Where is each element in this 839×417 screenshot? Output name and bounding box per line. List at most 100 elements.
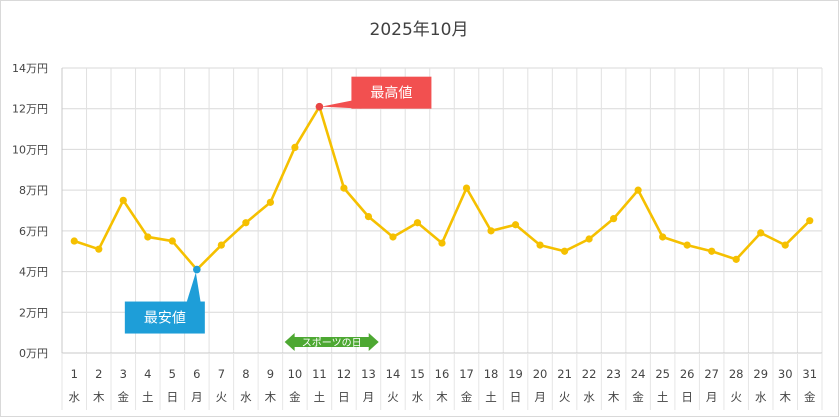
data-point	[585, 235, 593, 243]
x-tick-weekday: 日	[510, 390, 522, 404]
x-tick-weekday: 木	[265, 390, 277, 404]
x-tick-weekday: 月	[363, 390, 375, 404]
holiday-marker: スポーツの日	[284, 333, 379, 351]
data-point	[340, 184, 348, 192]
data-point	[683, 241, 691, 249]
data-point	[144, 233, 152, 241]
x-tick-day: 19	[508, 367, 523, 381]
x-tick-day: 27	[704, 367, 719, 381]
x-tick-weekday: 木	[779, 390, 791, 404]
x-tick-weekday: 日	[681, 390, 693, 404]
data-point	[536, 241, 544, 249]
x-tick-weekday: 火	[730, 390, 742, 404]
x-tick-day: 13	[361, 367, 376, 381]
y-tick-label: 0万円	[19, 347, 48, 360]
y-tick-label: 4万円	[19, 266, 48, 279]
x-tick-day: 21	[557, 367, 572, 381]
x-tick-day: 30	[778, 367, 793, 381]
data-point	[413, 219, 422, 227]
x-tick-weekday: 日	[167, 390, 179, 404]
x-tick-weekday: 月	[706, 390, 718, 404]
callout-box	[124, 301, 205, 334]
x-tick-weekday: 火	[216, 390, 228, 404]
data-point	[781, 241, 789, 249]
y-axis-ticks: 0万円 2万円 4万円 6万円 8万円 10万円 12万円 14万円	[12, 62, 48, 360]
y-tick-label: 14万円	[12, 62, 48, 75]
x-tick-weekday: 火	[559, 390, 571, 404]
x-tick-weekday: 日	[338, 390, 350, 404]
x-tick-day: 31	[802, 367, 817, 381]
x-tick-weekday: 水	[412, 390, 424, 404]
data-point	[217, 241, 225, 249]
x-tick-day: 2	[95, 367, 102, 381]
y-tick-label: 10万円	[12, 143, 48, 156]
x-tick-weekday: 金	[804, 390, 816, 404]
x-tick-day: 20	[533, 367, 548, 381]
data-point	[168, 237, 176, 245]
x-tick-weekday: 水	[240, 390, 252, 404]
data-point	[242, 219, 250, 227]
data-point	[732, 255, 740, 263]
y-tick-label: 12万円	[12, 103, 48, 116]
callout-label: 最安値	[144, 311, 186, 327]
x-tick-day: 22	[582, 367, 597, 381]
data-point	[610, 215, 618, 223]
x-tick-weekday: 土	[142, 390, 154, 404]
callout-pointer	[186, 272, 201, 304]
x-tick-weekday: 木	[93, 390, 105, 404]
x-tick-day: 10	[288, 367, 303, 381]
x-tick-day: 12	[337, 367, 352, 381]
x-tick-day: 7	[218, 367, 225, 381]
x-tick-day: 14	[386, 367, 401, 381]
x-tick-day: 5	[169, 367, 176, 381]
y-tick-label: 6万円	[19, 225, 48, 238]
callout-box	[351, 76, 432, 109]
x-tick-weekday: 金	[118, 390, 130, 404]
data-point	[438, 239, 446, 247]
x-tick-day: 28	[729, 367, 744, 381]
data-point	[266, 198, 274, 206]
x-tick-day: 18	[484, 367, 499, 381]
data-point	[364, 213, 373, 221]
x-tick-day: 3	[120, 367, 127, 381]
x-tick-weekday: 月	[191, 390, 203, 404]
x-tick-weekday: 火	[387, 390, 399, 404]
x-tick-day: 9	[267, 367, 274, 381]
highlight-point	[193, 265, 201, 274]
data-point	[634, 186, 642, 194]
data-point	[487, 227, 495, 235]
data-point	[511, 221, 520, 229]
x-tick-day: 26	[680, 367, 695, 381]
x-tick-weekday: 木	[608, 390, 620, 404]
x-tick-weekday: 水	[69, 390, 81, 404]
x-tick-day: 17	[459, 367, 474, 381]
highlight-point	[315, 102, 324, 111]
x-tick-weekday: 金	[461, 390, 473, 404]
x-tick-weekday: 金	[289, 390, 301, 404]
x-tick-weekday: 土	[485, 390, 497, 404]
x-tick-day: 6	[193, 367, 200, 381]
x-tick-weekday: 土	[657, 390, 669, 404]
x-tick-day: 23	[606, 367, 621, 381]
x-tick-day: 24	[631, 367, 646, 381]
data-point	[291, 143, 299, 151]
series-layer	[70, 103, 814, 274]
holiday-arrow	[284, 333, 379, 351]
data-point	[757, 229, 765, 237]
data-point	[659, 233, 667, 241]
x-tick-weekday: 土	[314, 390, 326, 404]
x-tick-weekday: 月	[534, 390, 546, 404]
x-tick-weekday: 金	[632, 390, 644, 404]
x-tick-day: 16	[435, 367, 450, 381]
x-tick-day: 8	[242, 367, 249, 381]
x-tick-weekday: 水	[755, 390, 767, 404]
data-point	[70, 237, 78, 245]
holiday-label: スポーツの日	[302, 337, 362, 349]
x-tick-day: 11	[312, 367, 327, 381]
x-tick-weekday: 木	[436, 390, 448, 404]
x-tick-day: 29	[753, 367, 768, 381]
